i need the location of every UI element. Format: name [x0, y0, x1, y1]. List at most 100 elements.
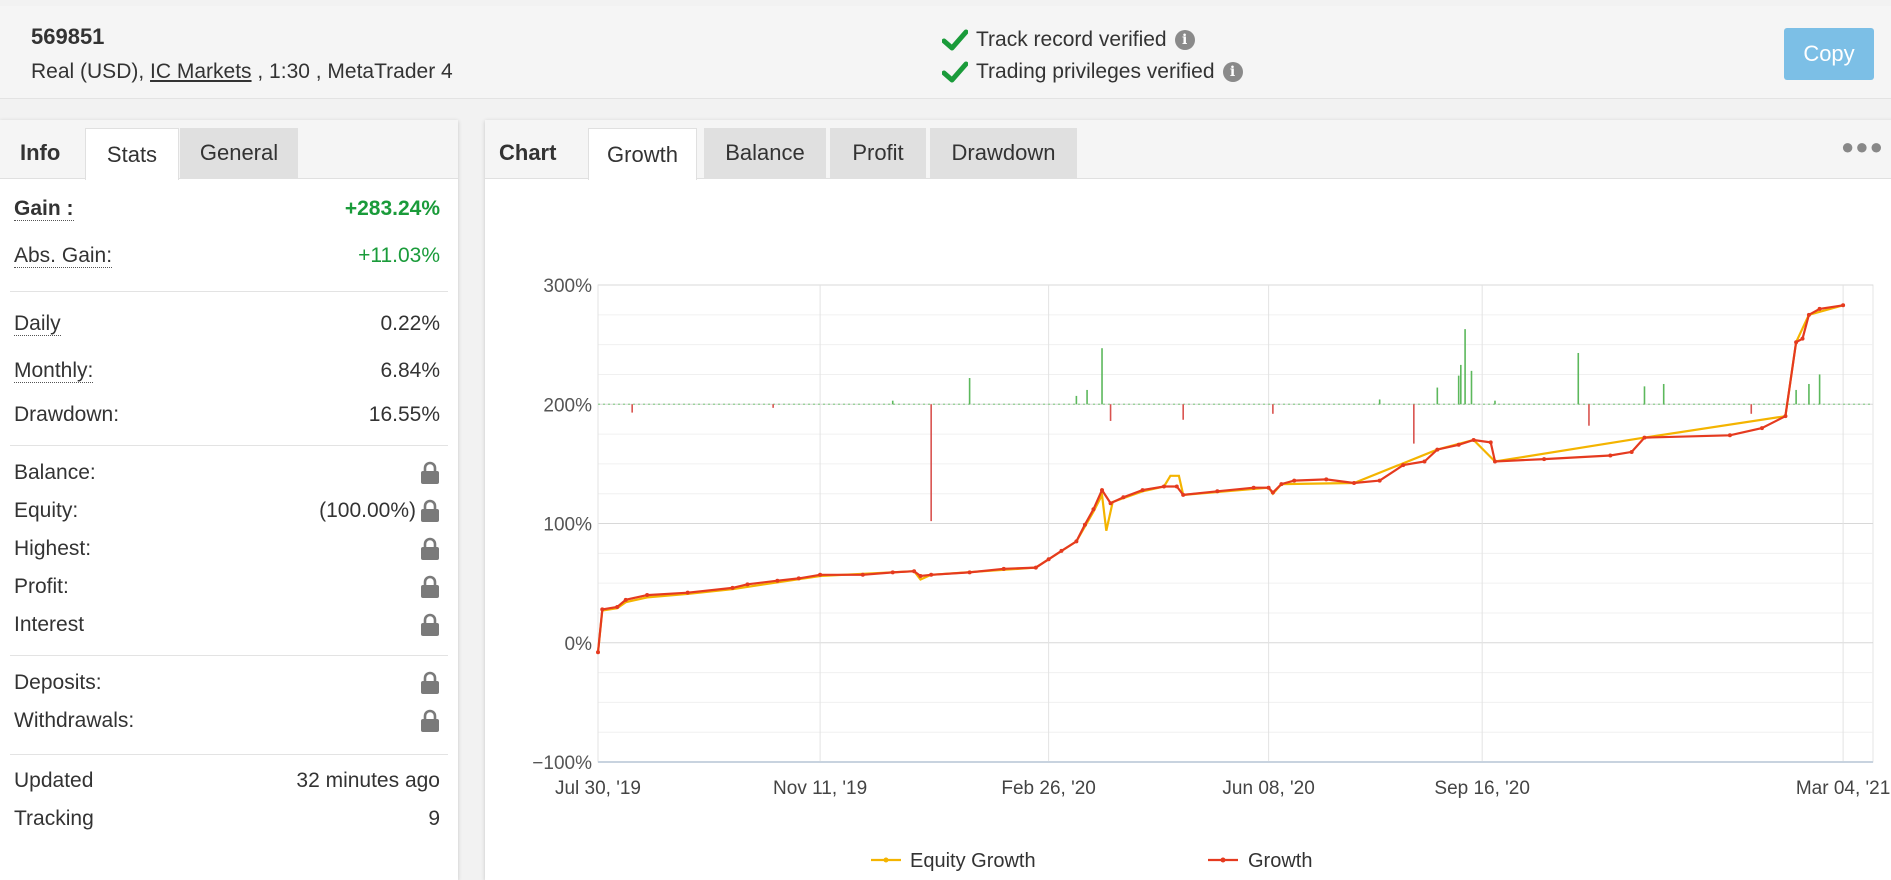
tab-info[interactable]: Info — [20, 140, 61, 165]
growth-point — [1181, 492, 1186, 497]
stats-tabs: Info Stats General — [0, 120, 458, 180]
x-tick-label: Feb 26, '20 — [1001, 778, 1095, 799]
tab-stats[interactable]: Stats — [85, 128, 179, 180]
growth-point — [1352, 480, 1357, 485]
growth-point — [1082, 522, 1087, 527]
drawdown-label: Drawdown: — [14, 403, 120, 426]
tab-general[interactable]: General — [180, 128, 298, 178]
growth-point — [1091, 507, 1096, 512]
track-record-label: Track record verified — [976, 28, 1167, 51]
highest-label: Highest: — [14, 537, 92, 560]
growth-point — [1727, 433, 1732, 438]
tab-profit[interactable]: Profit — [830, 128, 926, 178]
divider — [10, 291, 448, 292]
growth-point — [1642, 435, 1647, 440]
growth-point — [1629, 449, 1634, 454]
growth-point — [1377, 478, 1382, 483]
abs-gain-row: Abs. Gain: +11.03% — [14, 241, 440, 271]
interest-label: Interest — [14, 613, 85, 636]
divider — [10, 655, 448, 656]
daily-label[interactable]: Daily — [14, 311, 61, 336]
growth-point — [890, 570, 895, 575]
chart-panel: Chart Growth Balance Profit Drawdown ●●●… — [485, 120, 1891, 880]
y-tick-label: 0% — [565, 634, 593, 655]
growth-point — [1033, 565, 1038, 570]
growth-point — [912, 569, 917, 574]
growth-point — [1292, 478, 1297, 483]
tab-chart[interactable]: Chart — [499, 140, 557, 165]
info-icon[interactable]: i — [1222, 62, 1243, 82]
interest-row: Interest — [14, 610, 440, 640]
legend-growth-marker — [1220, 857, 1226, 863]
gain-row: Gain : +283.24% — [14, 194, 440, 224]
tab-growth[interactable]: Growth — [588, 128, 697, 180]
growth-point — [685, 590, 690, 595]
updated-value: 32 minutes ago — [296, 769, 440, 792]
gain-label[interactable]: Gain : — [14, 196, 74, 221]
divider — [10, 445, 448, 446]
abs-gain-label[interactable]: Abs. Gain: — [14, 243, 113, 268]
growth-point — [967, 570, 972, 575]
growth-point — [818, 572, 823, 577]
growth-line — [596, 304, 1844, 653]
copy-button[interactable]: Copy — [1784, 28, 1874, 80]
growth-point — [1266, 485, 1271, 490]
deposits-label: Deposits: — [14, 671, 102, 694]
abs-gain-value: +11.03% — [358, 244, 440, 267]
monthly-row: Monthly: 6.84% — [14, 356, 440, 386]
y-tick-label: 300% — [543, 276, 592, 297]
info-icon[interactable]: i — [1174, 30, 1195, 50]
y-tick-label: 200% — [543, 395, 592, 416]
stats-panel: Info Stats General Gain : +283.24% Abs. … — [0, 120, 458, 880]
broker-link[interactable]: IC Markets — [150, 60, 252, 83]
growth-point — [1794, 340, 1799, 345]
trading-privileges-verified: Trading privileges verified i — [942, 60, 1243, 84]
equity-label: Equity: — [14, 499, 79, 522]
monthly-label[interactable]: Monthly: — [14, 358, 94, 383]
growth-point — [1108, 501, 1113, 506]
lock-icon — [421, 499, 439, 522]
growth-point — [1800, 336, 1805, 341]
x-tick-label: Mar 04, '21 — [1796, 778, 1890, 799]
growth-point — [1121, 495, 1126, 500]
highest-row: Highest: — [14, 534, 440, 564]
withdrawals-row: Withdrawals: — [14, 706, 440, 736]
equity-row: Equity: (100.00%) — [14, 496, 440, 526]
tracking-label: Tracking — [14, 807, 94, 830]
growth-point — [745, 582, 750, 587]
drawdown-row: Drawdown: 16.55% — [14, 400, 440, 430]
tab-balance[interactable]: Balance — [704, 128, 826, 178]
lock-icon — [421, 671, 439, 694]
lock-icon — [421, 613, 439, 636]
check-icon — [942, 29, 968, 51]
account-header: 569851 Real (USD), IC Markets , 1:30 , M… — [0, 6, 1891, 99]
growth-point — [1817, 306, 1822, 311]
growth-point — [1401, 463, 1406, 468]
account-type: Real (USD), — [31, 60, 151, 83]
account-details: Real (USD), IC Markets , 1:30 , MetaTrad… — [31, 60, 453, 84]
tab-drawdown[interactable]: Drawdown — [930, 128, 1077, 178]
more-options-icon[interactable]: ●●● — [1841, 134, 1884, 159]
growth-point — [1456, 442, 1461, 447]
account-id: 569851 — [31, 24, 105, 49]
x-tick-label: Jun 08, '20 — [1222, 778, 1314, 799]
updated-label: Updated — [14, 769, 94, 792]
account-leverage-platform: , 1:30 , MetaTrader 4 — [251, 60, 453, 83]
growth-point — [1279, 482, 1284, 487]
growth-point — [1783, 414, 1788, 419]
growth-point — [1074, 539, 1079, 544]
x-tick-label: Nov 11, '19 — [773, 778, 867, 799]
growth-point — [645, 593, 650, 598]
growth-point — [796, 576, 801, 581]
balance-label: Balance: — [14, 461, 96, 484]
deposits-row: Deposits: — [14, 668, 440, 698]
growth-point — [1435, 447, 1440, 452]
balance-row: Balance: — [14, 458, 440, 488]
growth-point — [1324, 477, 1329, 482]
gain-value: +283.24% — [344, 197, 440, 220]
growth-point — [1492, 459, 1497, 464]
lock-icon — [421, 461, 439, 484]
growth-point — [1488, 440, 1493, 445]
legend-equity-marker — [883, 857, 889, 863]
growth-point — [1215, 489, 1220, 494]
